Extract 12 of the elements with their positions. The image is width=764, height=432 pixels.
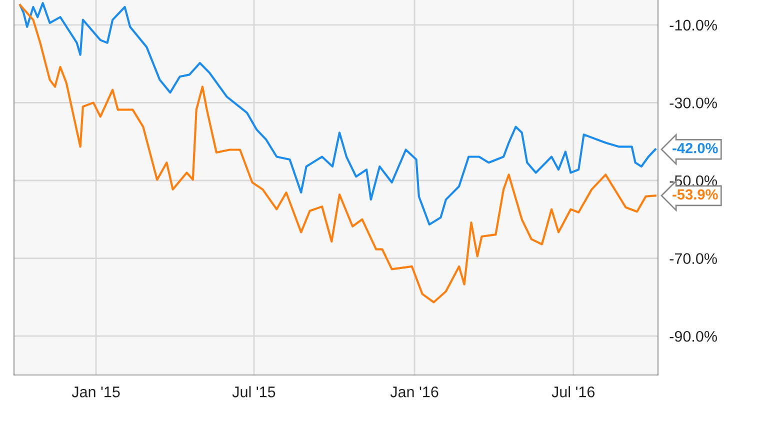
- data-label: -42.0%: [672, 142, 718, 154]
- x-tick-label: Jan '15: [72, 386, 120, 398]
- x-tick-label: Jul '15: [232, 386, 276, 398]
- x-tick-label: Jul '16: [552, 386, 595, 398]
- y-tick-label: -10.0%: [670, 20, 717, 31]
- y-tick-label: -30.0%: [670, 98, 717, 108]
- y-tick-label: -70.0%: [670, 253, 717, 264]
- line-series: [19, 4, 656, 304]
- y-tick-label: -90.0%: [670, 330, 717, 342]
- x-tick-label: Jan '16: [390, 386, 438, 398]
- data-label: -53.9%: [672, 189, 718, 200]
- line-series: [19, 2, 656, 226]
